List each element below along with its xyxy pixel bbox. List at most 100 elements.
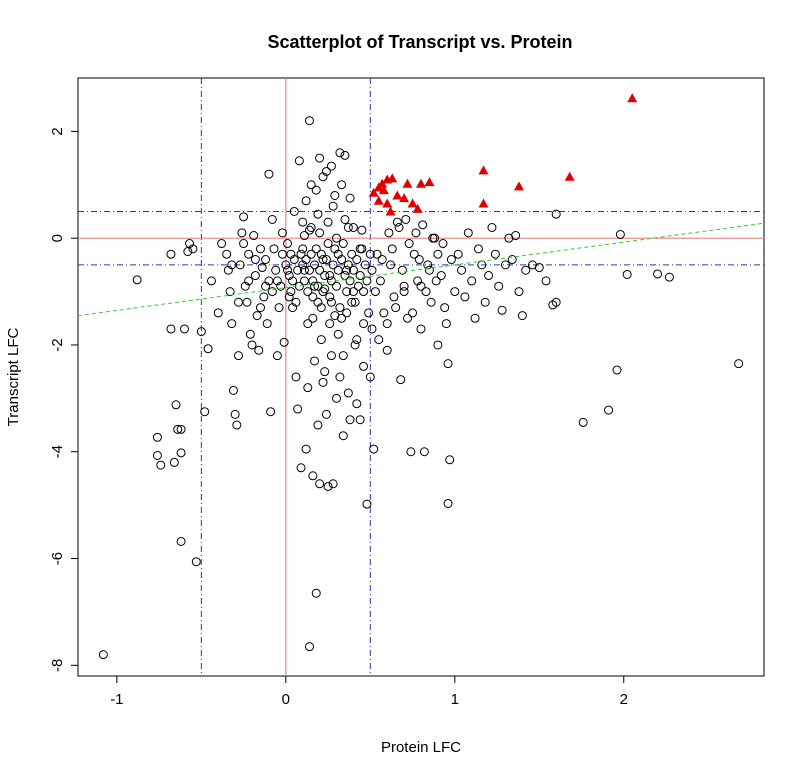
data-point-155 [541,276,551,286]
data-point-10 [176,424,186,434]
data-point-251 [338,431,348,441]
data-point-158 [551,209,561,219]
data-point-71 [299,265,309,275]
data-point-100 [352,335,362,345]
data-point-37 [244,249,254,259]
data-point-112 [392,217,402,227]
data-point-119 [416,324,426,334]
data-point-127 [443,359,453,369]
data-point-87 [326,297,336,307]
y-tick-label: 0 [49,234,66,242]
highlight-point-14 [412,203,423,213]
data-point-282 [250,255,260,265]
data-point-2 [152,432,162,442]
data-point-203 [364,308,374,318]
data-point-248 [303,383,313,393]
data-point-78 [311,588,321,598]
highlight-point-15 [424,177,435,187]
data-point-226 [298,217,308,227]
data-point-22 [213,308,223,318]
data-point-42 [252,311,262,321]
data-point-210 [296,249,306,259]
data-point-60 [281,260,291,270]
data-point-235 [308,313,318,323]
data-point-105 [369,444,379,454]
data-point-34 [239,212,249,222]
data-point-138 [473,244,483,254]
data-point-11 [176,448,186,458]
highlight-point-12 [407,198,418,208]
data-point-169 [306,249,316,259]
data-point-124 [433,340,443,350]
data-point-243 [318,377,328,387]
data-point-206 [370,287,380,297]
data-point-144 [494,281,504,291]
data-point-132 [453,249,463,259]
highlight-layer [368,93,638,216]
data-point-268 [421,287,431,297]
data-point-56 [274,303,284,313]
data-point-239 [342,308,352,318]
data-point-65 [289,206,299,216]
data-point-51 [266,407,276,417]
data-point-137 [470,313,480,323]
data-point-290 [320,284,330,294]
data-point-151 [517,311,527,321]
data-point-292 [304,225,314,235]
data-point-48 [262,319,272,329]
data-point-246 [343,388,353,398]
data-point-176 [318,287,328,297]
data-point-287 [304,642,314,652]
data-point-289 [313,297,323,307]
data-point-52 [267,214,277,224]
data-point-162 [615,229,625,239]
data-point-192 [345,276,355,286]
data-point-207 [298,260,308,270]
data-point-41 [250,271,260,281]
data-point-241 [359,319,369,329]
data-point-182 [328,260,338,270]
data-point-244 [326,351,336,361]
data-point-26 [225,287,235,297]
data-point-142 [487,223,497,232]
data-point-13 [179,324,189,334]
x-tick-label: 0 [282,691,290,708]
data-point-122 [426,297,436,307]
data-point-145 [497,305,507,315]
data-point-257 [399,287,409,297]
data-point-213 [291,297,301,307]
data-point-269 [431,276,441,286]
data-point-120 [419,447,429,457]
data-point-230 [328,201,338,211]
data-point-165 [664,272,674,282]
data-point-4 [156,460,166,470]
data-point-271 [384,228,394,238]
trend-line [77,222,765,317]
data-point-181 [326,276,336,286]
data-point-262 [441,319,451,329]
data-point-31 [234,351,244,361]
data-point-53 [269,244,279,254]
data-point-16 [188,244,198,254]
data-point-238 [333,329,343,339]
x-axis-label: Protein LFC [381,739,461,756]
data-point-266 [404,239,414,249]
data-point-114 [399,281,409,291]
highlight-point-18 [514,181,524,191]
data-point-61 [283,239,293,249]
data-point-106 [372,249,382,259]
data-point-141 [484,271,494,281]
data-point-183 [330,244,340,254]
y-tick-label: -8 [49,659,66,672]
data-point-103 [362,499,372,509]
highlight-point-8 [385,206,396,216]
data-point-68 [294,156,304,166]
data-point-272 [394,223,404,232]
data-point-223 [340,214,350,224]
data-point-197 [353,281,363,291]
data-point-27 [227,319,237,329]
data-point-150 [514,287,524,297]
data-point-249 [313,420,323,430]
data-point-168 [304,265,314,275]
data-point-95 [340,150,350,160]
